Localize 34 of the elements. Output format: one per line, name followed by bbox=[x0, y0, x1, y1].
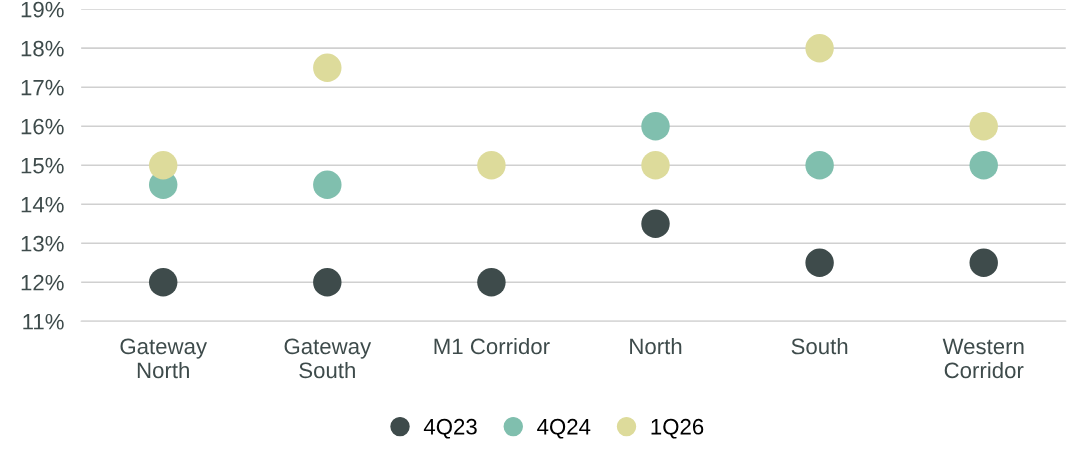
point bbox=[313, 268, 342, 297]
x-tick-label: North bbox=[630, 337, 682, 355]
point bbox=[969, 151, 998, 180]
point bbox=[805, 33, 834, 63]
point bbox=[148, 268, 178, 297]
point bbox=[805, 248, 834, 278]
x-tick-label: M1 Corridor bbox=[434, 337, 550, 355]
y-tick-label: 19% bbox=[21, 1, 64, 18]
y-tick-label: 12% bbox=[21, 274, 64, 291]
x-tick-label: Gateway South bbox=[284, 338, 372, 379]
point bbox=[313, 53, 342, 82]
point bbox=[477, 151, 506, 180]
legend-label: 4Q24 bbox=[537, 418, 591, 439]
legend-label: 4Q23 bbox=[423, 418, 477, 439]
y-tick-label: 15% bbox=[21, 157, 64, 174]
x-tick-label: South bbox=[791, 337, 848, 355]
point bbox=[641, 111, 670, 141]
x-tick-label: Western Corridor bbox=[942, 338, 1024, 379]
y-tick-label: 14% bbox=[21, 196, 64, 213]
point bbox=[641, 151, 670, 180]
point bbox=[477, 268, 506, 297]
point bbox=[313, 170, 342, 199]
y-tick-label: 18% bbox=[21, 40, 64, 57]
legend-label: 1Q26 bbox=[651, 418, 704, 439]
y-tick-label: 17% bbox=[21, 79, 64, 96]
point bbox=[148, 151, 178, 180]
y-tick-label: 16% bbox=[21, 118, 64, 135]
point bbox=[805, 151, 834, 180]
point bbox=[969, 111, 998, 141]
x-tick-label: Gateway North bbox=[120, 338, 208, 379]
point bbox=[641, 209, 670, 238]
y-tick-label: 13% bbox=[21, 235, 64, 252]
point bbox=[969, 248, 998, 278]
y-tick-label: 11% bbox=[23, 313, 64, 330]
